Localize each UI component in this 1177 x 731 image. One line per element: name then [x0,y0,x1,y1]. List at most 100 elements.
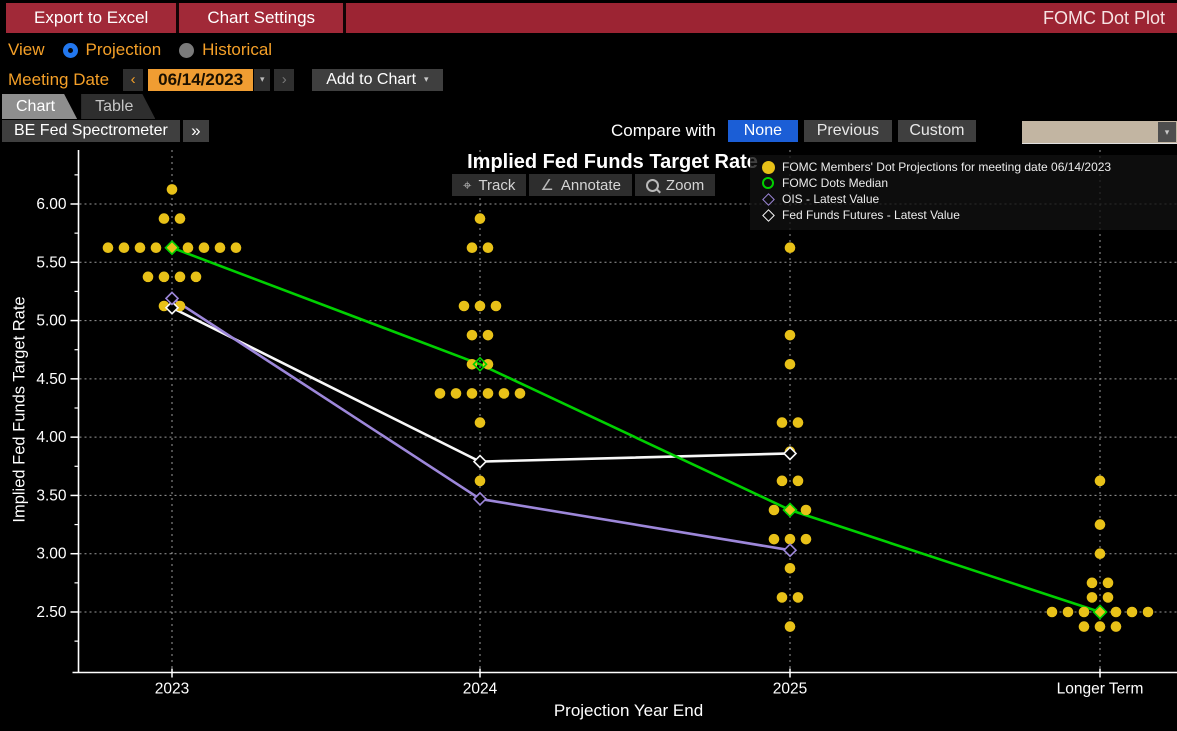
app-title: FOMC Dot Plot [1042,7,1165,28]
meeting-date-input[interactable]: 06/14/2023 [148,68,254,91]
fomc-dot [1094,475,1106,487]
fomc-dot [784,329,796,341]
fomc-dot [792,592,804,603]
fomc-dot [1094,621,1106,632]
fomc-dot [174,213,186,224]
fomc-dot [1094,519,1106,530]
fomc-dot [190,271,202,283]
legend-label: FOMC Members' Dot Projections for meetin… [782,160,1112,174]
compare-none-button[interactable]: None [727,120,798,142]
fed-funds-futures-latest-value-line [170,306,792,463]
fomc-dot [498,388,510,399]
fomc-dot [1094,548,1106,560]
y-tick-label: 5.50 [36,254,67,271]
legend-label: OIS - Latest Value [782,192,880,206]
fomc-dot [490,300,502,312]
fomc-dot [482,388,494,399]
fomc-dot [166,242,178,254]
compare-custom-button[interactable]: Custom [897,120,976,142]
compare-previous-button[interactable]: Previous [803,120,892,142]
chart-title: Implied Fed Funds Target Rate [467,151,758,173]
open-diamond-icon [758,192,778,206]
fomc-dot [784,533,796,545]
fomc-dot [792,417,804,428]
fomc-dot [1094,606,1106,618]
ois-latest-value-marker [472,491,488,507]
top-bar: Export to Excel Chart Settings FOMC Dot … [0,0,1177,34]
fomc-dot [482,329,494,341]
radio-historical-icon[interactable] [179,42,195,58]
ois-latest-value-marker [782,543,798,558]
date-dropdown-button[interactable]: ▾ [253,68,271,91]
fomc-dot [474,475,486,487]
fomc-dots-median-marker [472,356,488,372]
fomc-dot [776,592,788,603]
fomc-dot [1126,606,1138,618]
y-tick-label: 5.00 [36,313,67,330]
filled-circle-icon [758,160,778,174]
fomc-dot [150,242,162,254]
fomc-dot [1078,621,1090,632]
tab-table[interactable]: Table [81,94,155,119]
next-date-button[interactable]: › [274,68,295,91]
legend-entry: Fed Funds Futures - Latest Value [758,207,1171,223]
y-axis-title: Implied Fed Funds Target Rate [10,296,29,523]
fed-funds-futures-latest-value-marker [164,300,180,315]
fomc-dot [174,271,186,283]
add-to-chart-button[interactable]: Add to Chart ▾ [312,68,443,91]
fomc-dot [792,475,804,487]
fomc-dot [182,242,194,254]
fomc-dot [776,475,788,487]
view-label: View [8,40,45,59]
plot-canvas[interactable]: 2.50 3.00 3.50 4.00 4.50 5.00 5.50 6.00 2023 2024… [0,145,1177,731]
chart-toolbar: BE Fed Spectrometer » Compare with None … [0,119,1177,145]
export-to-excel-button[interactable]: Export to Excel [6,3,180,33]
tab-bar: Chart Table [2,94,155,119]
fomc-dot [800,504,812,516]
fomc-dot [776,417,788,428]
fomc-dot [142,271,154,283]
open-diamond-icon [758,208,778,222]
meeting-date-label: Meeting Date [8,69,110,89]
radio-projection-label[interactable]: Projection [85,40,162,59]
fomc-dots-median-line [170,246,1102,614]
zoom-button[interactable]: Zoom [634,174,716,196]
expand-icon[interactable]: » [182,120,209,142]
annotate-button[interactable]: ∠ Annotate [529,174,632,196]
previous-date-button[interactable]: ‹ [123,68,144,91]
fomc-dot [1142,606,1154,618]
fomc-dot [118,242,130,254]
fomc-dot [1086,592,1098,603]
fomc-dots-median-marker [782,502,798,518]
x-tick-label: Longer Term [1057,681,1144,698]
fomc-dot [230,242,242,254]
fomc-dot [474,300,486,312]
fed-funds-futures-latest-value-marker [472,454,488,469]
chart-area: 2.50 3.00 3.50 4.00 4.50 5.00 5.50 6.00 2023 2024… [0,145,1177,731]
fomc-dot [458,300,470,312]
fomc-dot [1110,606,1122,618]
fomc-dot [466,329,478,341]
fomc-dot [466,388,478,399]
custom-compare-select[interactable]: ▾ [1022,121,1177,144]
radio-historical-label[interactable]: Historical [202,40,273,59]
fomc-dot [474,213,486,224]
annotate-label: Annotate [560,176,621,194]
axes: 2.50 3.00 3.50 4.00 4.50 5.00 5.50 6.00 2023 2024… [36,150,1177,698]
fomc-dots-median-marker [1092,604,1108,620]
x-tick-label: 2024 [463,681,498,698]
compare-with-label: Compare with [611,121,716,140]
fomc-dot [1078,606,1090,618]
track-button[interactable]: ⌖ Track [452,174,527,196]
radio-projection-icon[interactable] [62,42,78,58]
be-fed-spectrometer-button[interactable]: BE Fed Spectrometer [2,120,180,142]
chart-settings-button[interactable]: Chart Settings [179,3,347,33]
fomc-dot [1062,606,1074,618]
fomc-dot [784,562,796,574]
tab-chart[interactable]: Chart [2,94,77,119]
fomc-dots [102,184,1154,632]
compare-with-group: Compare with None Previous Custom [611,120,976,142]
fomc-dot [198,242,210,254]
y-tick-label: 4.00 [36,429,67,446]
